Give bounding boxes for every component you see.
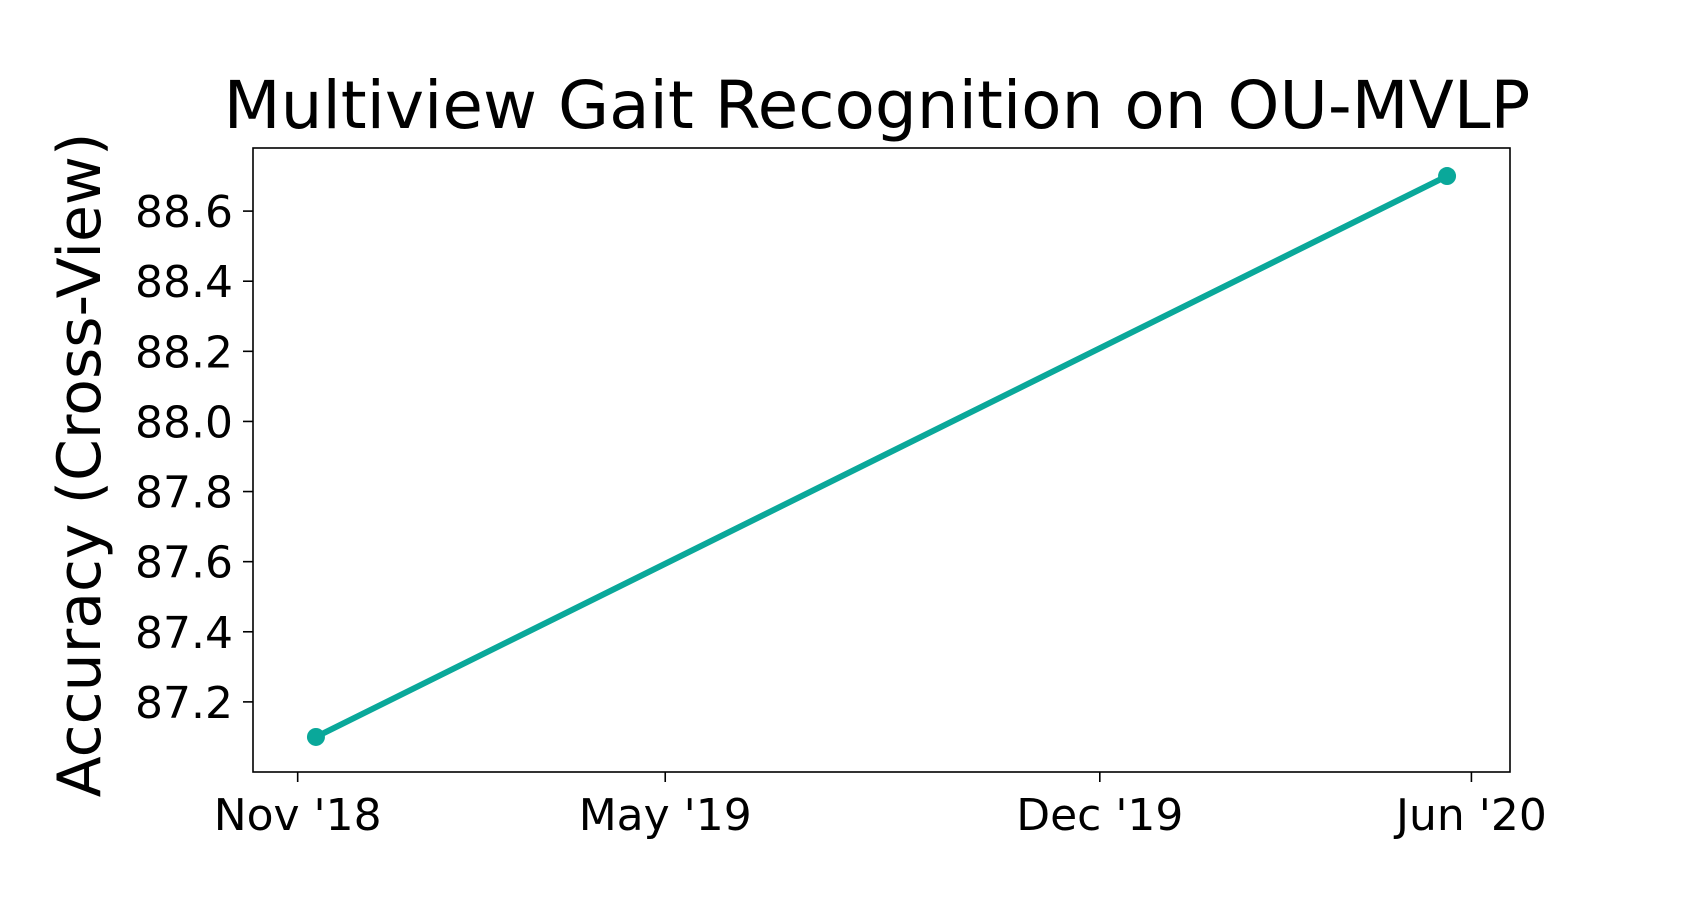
series-line: [312, 173, 1451, 740]
series-group: [306, 167, 1457, 746]
y-axis: 87.2 87.4 87.6 87.8 88.0 88.2 88.4 88.6: [135, 187, 253, 729]
x-tick-label: Nov '18: [214, 790, 382, 841]
y-tick-label: 88.4: [135, 257, 233, 308]
y-axis-label: Accuracy (Cross-View): [45, 133, 115, 798]
x-tick-label: Jun '20: [1393, 790, 1547, 841]
y-tick-label: 87.6: [135, 538, 233, 589]
y-tick-label: 88.2: [135, 327, 233, 378]
y-tick-label: 87.4: [135, 608, 233, 659]
y-tick-label: 88.0: [135, 397, 233, 448]
x-tick-label: Dec '19: [1016, 790, 1183, 841]
data-point: [306, 727, 325, 746]
y-tick-label: 87.8: [135, 468, 233, 519]
x-tick-label: May '19: [579, 790, 752, 841]
data-point: [1438, 167, 1457, 186]
y-tick-label: 87.2: [135, 678, 233, 729]
x-axis: Nov '18 May '19 Dec '19 Jun '20: [214, 772, 1547, 841]
plot-frame: [252, 147, 1511, 773]
chart-title: Multiview Gait Recognition on OU-MVLP: [224, 67, 1531, 144]
y-tick-label: 88.6: [135, 187, 233, 238]
